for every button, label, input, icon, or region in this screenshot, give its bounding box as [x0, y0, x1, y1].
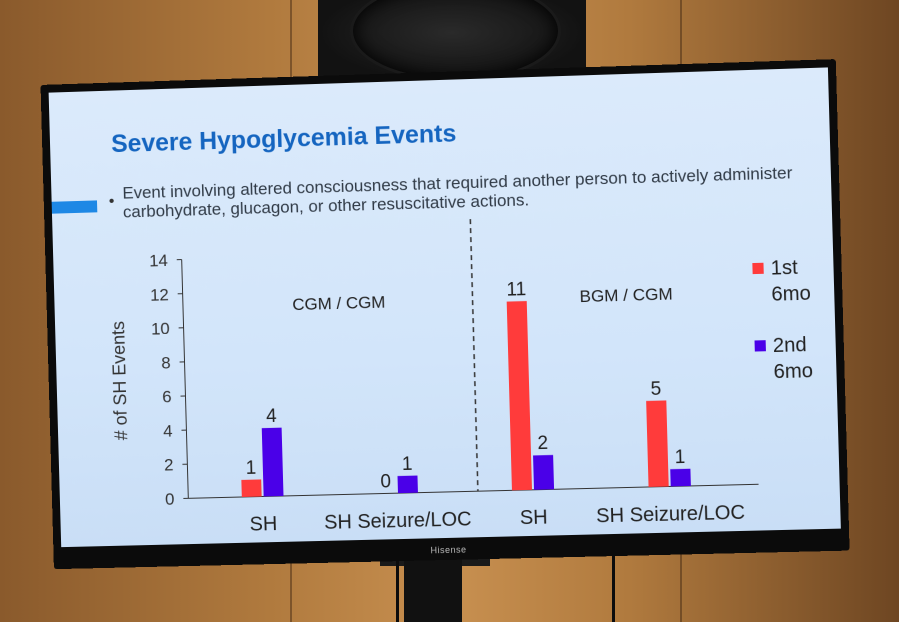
bar-chart: 02468101214# of SH EventsCGM / CGM BGM / … [49, 67, 841, 547]
bar-series2 [398, 476, 418, 494]
slide-screen: Severe Hypoglycemia Events • Event invol… [49, 67, 841, 547]
bar-series1 [241, 479, 261, 497]
group-divider [470, 219, 478, 491]
bar-value-label: 2 [537, 433, 548, 454]
bar-value-label: 0 [380, 471, 391, 492]
bar-value-label: 11 [506, 279, 526, 301]
bar-value-label: 4 [266, 406, 277, 427]
y-tick-label: 0 [165, 490, 175, 509]
cable-right [612, 550, 615, 622]
y-tick-label: 2 [164, 456, 174, 475]
bar-value-label: 1 [674, 447, 685, 468]
legend-swatch-series2 [755, 340, 766, 351]
bar-series2 [670, 469, 691, 487]
legend-label: 2nd [773, 334, 807, 357]
bar-value-label: 1 [245, 458, 256, 479]
bar-value-label: 5 [650, 378, 661, 399]
bar-value-label: 1 [402, 454, 413, 475]
bar-series2 [533, 455, 554, 490]
bar-series1 [646, 400, 669, 487]
x-category-label: SH [249, 513, 277, 536]
group-label: BGM / CGM [579, 284, 673, 306]
legend-label: 1st [770, 257, 798, 280]
y-tick-label: 10 [151, 319, 170, 338]
bar-series2 [262, 428, 284, 497]
y-axis-label: # of SH Events [108, 321, 131, 441]
y-tick-label: 8 [161, 353, 171, 372]
group-label: CGM / CGM [292, 293, 386, 315]
legend-swatch-series1 [752, 263, 763, 274]
legend-label: 6mo [773, 360, 813, 383]
y-tick-label: 4 [163, 421, 173, 440]
tv-monitor: Severe Hypoglycemia Events • Event invol… [41, 59, 850, 569]
x-category-label: SH Seizure/LOC [596, 502, 745, 528]
legend-label: 6mo [771, 282, 811, 305]
y-tick-label: 14 [149, 251, 168, 271]
y-axis [182, 260, 189, 499]
y-tick-label: 6 [162, 387, 172, 406]
x-category-label: SH [520, 506, 548, 529]
bar-series1 [507, 301, 532, 490]
x-category-label: SH Seizure/LOC [324, 508, 472, 534]
y-tick-label: 12 [150, 285, 169, 304]
